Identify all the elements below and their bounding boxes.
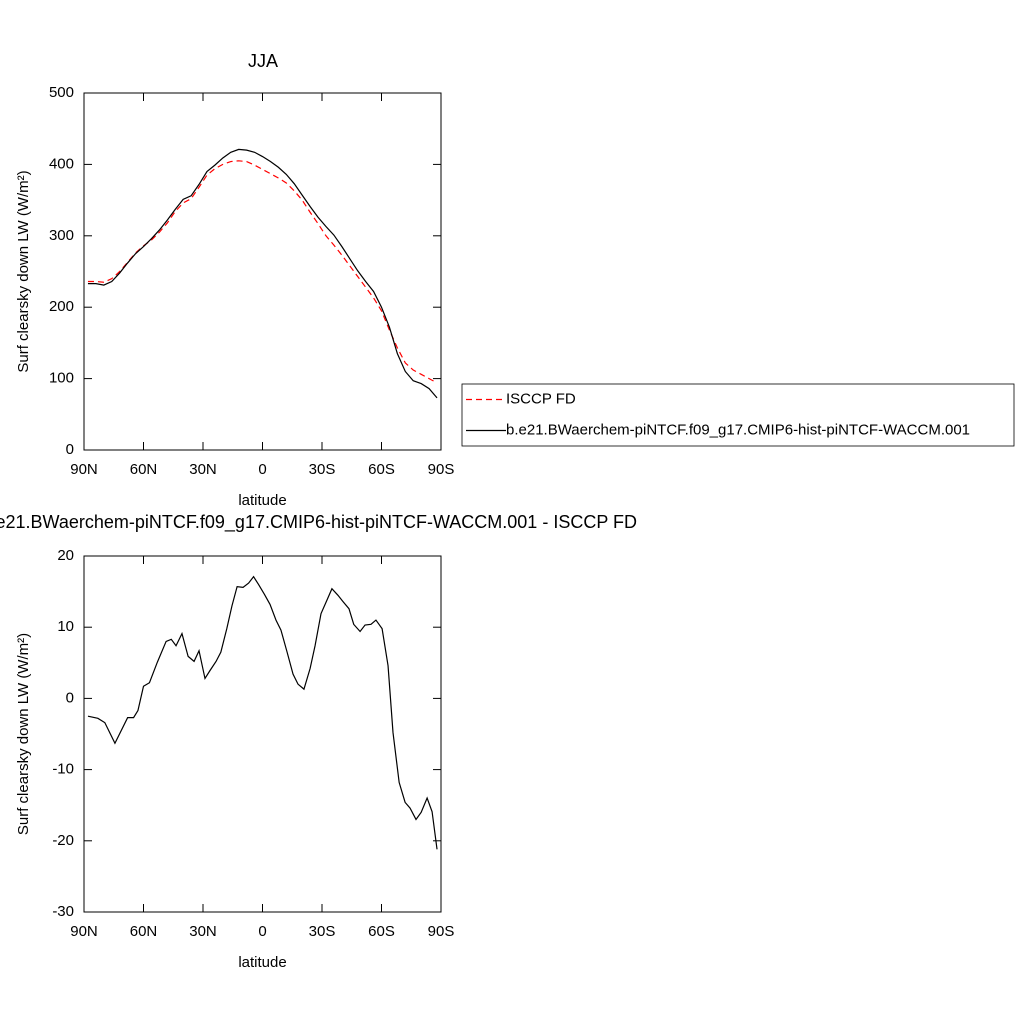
x-tick-label: 60S <box>368 923 395 940</box>
chart-title: b.e21.BWaerchem-piNTCF.f09_g17.CMIP6-his… <box>0 512 637 533</box>
x-tick-label: 0 <box>258 923 266 940</box>
x-tick-label: 30N <box>189 461 217 478</box>
y-tick-label: 20 <box>57 547 74 564</box>
y-tick-label: 0 <box>66 689 74 706</box>
y-axis-label: Surf clearsky down LW (W/m²) <box>15 170 32 372</box>
legend-box <box>461 383 1015 447</box>
x-tick-label: 90N <box>70 461 98 478</box>
legend-label: b.e21.BWaerchem-piNTCF.f09_g17.CMIP6-his… <box>506 421 970 438</box>
x-tick-label: 60N <box>130 923 158 940</box>
y-tick-label: 0 <box>66 441 74 458</box>
legend-label: ISCCP FD <box>506 390 576 407</box>
x-tick-label: 0 <box>258 461 266 478</box>
x-tick-label: 30S <box>309 923 336 940</box>
x-tick-label: 90S <box>428 923 455 940</box>
data-line <box>87 148 438 399</box>
x-axis-label: latitude <box>238 954 286 971</box>
x-tick-label: 60N <box>130 461 158 478</box>
x-axis-label: latitude <box>238 492 286 509</box>
y-tick-label: 100 <box>49 370 74 387</box>
y-tick-label: 500 <box>49 84 74 101</box>
x-tick-label: 30S <box>309 461 336 478</box>
y-tick-label: 400 <box>49 155 74 172</box>
y-tick-label: 10 <box>57 618 74 635</box>
y-tick-label: 200 <box>49 298 74 315</box>
x-tick-label: 30N <box>189 923 217 940</box>
x-tick-label: 90N <box>70 923 98 940</box>
y-axis-label: Surf clearsky down LW (W/m²) <box>15 633 32 835</box>
data-line <box>87 160 438 384</box>
plot-frame <box>83 555 442 913</box>
y-tick-label: 300 <box>49 227 74 244</box>
y-tick-label: -30 <box>52 903 74 920</box>
plot-frame <box>83 92 442 451</box>
chart-title: JJA <box>248 51 278 71</box>
y-tick-label: -10 <box>52 761 74 778</box>
x-tick-label: 60S <box>368 461 395 478</box>
data-line <box>87 575 438 850</box>
y-tick-label: -20 <box>52 832 74 849</box>
x-tick-label: 90S <box>428 461 455 478</box>
